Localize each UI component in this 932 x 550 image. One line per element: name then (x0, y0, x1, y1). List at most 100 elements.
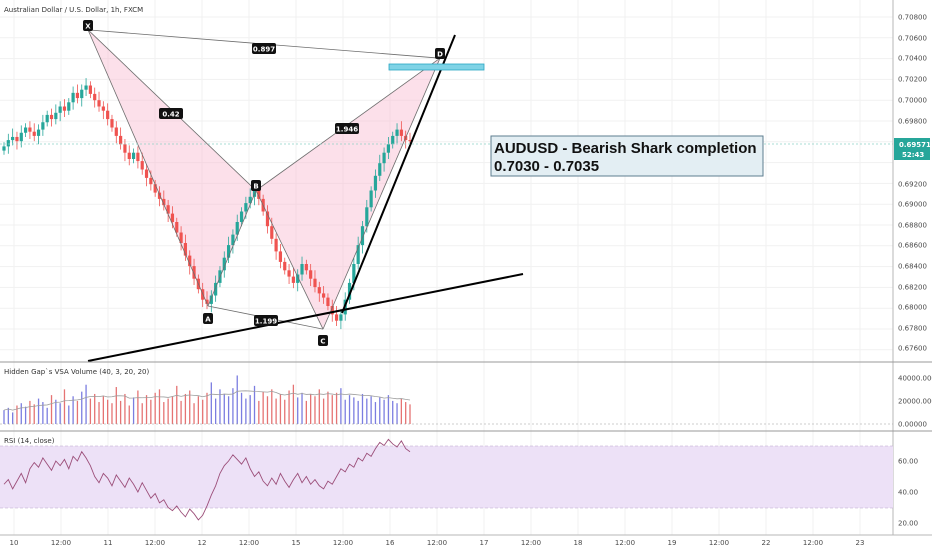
leg-xa (87, 29, 209, 307)
candle-body (175, 222, 179, 233)
candle-body (278, 251, 283, 262)
volume-tick: 20000.00000 (898, 398, 932, 406)
time-tick: 19 (668, 539, 677, 547)
support-trendline[interactable] (87, 273, 524, 362)
candle-body (28, 127, 32, 132)
volume-tick: 40000.00000 (898, 375, 932, 383)
time-tick: 12:00 (521, 539, 541, 547)
candle-body (214, 282, 218, 296)
candle-body (62, 106, 67, 111)
candle-body (399, 129, 403, 136)
candle-body (71, 92, 75, 103)
candle-body (144, 169, 149, 178)
candle-body (309, 270, 313, 279)
point-label-b-bg (251, 180, 261, 191)
candle-body (373, 175, 378, 191)
candle-body (313, 278, 317, 288)
candle-body (395, 129, 399, 136)
point-label-c: C (320, 338, 325, 346)
candle-body (153, 184, 157, 193)
candle-body (67, 102, 71, 111)
volume-label: Hidden Gap`s VSA Volume (40, 3, 20, 20) (4, 368, 149, 376)
steep-trendline[interactable] (341, 34, 456, 314)
price-tick: 0.70600 (898, 35, 927, 43)
candle-body (149, 177, 153, 185)
price-tick: 0.68600 (898, 242, 927, 250)
time-tick: 12:00 (333, 539, 353, 547)
candle-body (274, 238, 278, 252)
chart-title: Australian Dollar / U.S. Dollar, 1h, FXC… (4, 6, 143, 14)
point-label-x-bg (83, 20, 93, 31)
price-tick: 0.67800 (898, 325, 927, 333)
price-tick: 0.69200 (898, 181, 927, 189)
candle-body (300, 264, 304, 275)
prz-box[interactable] (388, 63, 485, 71)
last-price-tag: 0.69571 52:43 (894, 138, 931, 160)
candle-body (188, 255, 192, 267)
candle-body (369, 190, 373, 208)
price-axis[interactable]: 0.70800 0.70600 0.70400 0.70200 0.70000 0.698… (898, 14, 927, 353)
candle-body (326, 297, 330, 306)
time-tick: 15 (292, 539, 301, 547)
volume-bars (3, 375, 411, 424)
candle-body (356, 245, 360, 264)
candle-body (140, 161, 144, 170)
candle-body (265, 211, 270, 227)
trendlines (87, 34, 524, 362)
time-tick: 10 (10, 539, 19, 547)
candle-body (58, 106, 62, 113)
candle-body (131, 152, 136, 159)
last-price-value: 0.69571 (899, 141, 931, 149)
ratio-labels: 0.897 0.42 1.946 1.199 (159, 43, 359, 326)
candle-body (248, 196, 252, 204)
ratio-label-bg (252, 43, 276, 54)
candle-body (127, 152, 131, 159)
candle-body (408, 140, 412, 142)
candle-body (304, 264, 308, 271)
price-tick: 0.68400 (898, 263, 927, 271)
candle-body (283, 261, 287, 271)
candle-body (317, 287, 321, 294)
candle-body (15, 136, 19, 142)
candle-body (36, 129, 41, 136)
candle-body (88, 85, 92, 94)
candle-body (110, 119, 114, 128)
candle-body (101, 106, 105, 111)
point-label-a-bg (203, 313, 213, 324)
candle-body (123, 144, 127, 153)
leg-bc (255, 190, 324, 330)
candle-body (222, 257, 226, 271)
candle-body (179, 232, 183, 243)
candle-body (330, 306, 334, 315)
time-tick: 22 (762, 539, 771, 547)
ratio-label: 0.42 (162, 111, 179, 119)
price-tick: 0.69800 (898, 118, 927, 126)
rsi-tick: 20.00 (898, 520, 918, 528)
time-tick: 12:00 (145, 539, 165, 547)
candle-body (114, 127, 118, 136)
price-tick: 0.70000 (898, 97, 927, 105)
ratio-label-bg (254, 315, 278, 326)
point-label-d-bg (435, 48, 445, 59)
time-axis[interactable]: 10 12:00 11 12:00 12 12:00 15 12:00 16 12:00 17 12:… (10, 539, 865, 547)
annotation-box[interactable]: AUDUSD - Bearish Shark completion 0.7030… (490, 135, 764, 177)
price-tick: 0.70200 (898, 76, 927, 84)
point-labels: X A B C D (83, 20, 445, 346)
candle-body (287, 270, 291, 277)
candle-body (162, 198, 166, 206)
candle-body (119, 135, 123, 145)
point-label-x: X (85, 23, 91, 31)
price-tick: 0.68800 (898, 222, 927, 230)
candle-body (170, 213, 175, 222)
candle-body (296, 274, 300, 283)
annotation-line1: AUDUSD - Bearish Shark completion (494, 140, 757, 157)
candle-body (19, 132, 23, 142)
candle-body (347, 282, 352, 300)
candle-body (322, 293, 326, 298)
ratio-label: 1.199 (255, 318, 277, 326)
ratio-label-bg (159, 108, 183, 119)
candle-body (239, 211, 244, 222)
time-tick: 17 (480, 539, 489, 547)
volume-tick: 0.00000 (898, 421, 927, 429)
candle-body (339, 314, 343, 321)
